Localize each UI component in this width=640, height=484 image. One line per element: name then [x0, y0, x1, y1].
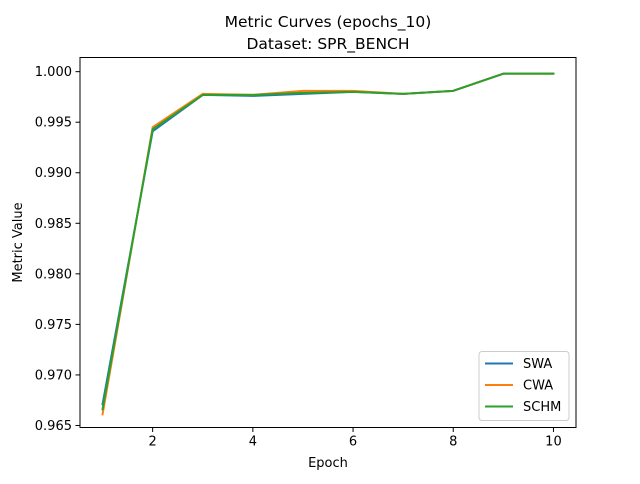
y-tick-label: 0.995 [35, 116, 72, 131]
series-line-schm [101, 72, 555, 411]
y-tick-label: 0.970 [35, 368, 72, 383]
x-tick-label: 4 [249, 435, 257, 450]
x-tick-label: 6 [349, 435, 357, 450]
x-axis-label: Epoch [308, 456, 348, 471]
y-tick-label: 0.985 [35, 217, 72, 232]
y-axis-label: Metric Value [11, 202, 26, 282]
legend-label-swa: SWA [523, 357, 552, 372]
chart-title: Metric Curves (epochs_10) [225, 13, 432, 32]
legend-box [478, 351, 570, 421]
series-lines [101, 72, 555, 416]
plot-frame [79, 57, 577, 428]
y-tick-label: 0.990 [35, 166, 72, 181]
legend: SWA CWA SCHM [478, 351, 570, 421]
legend-label-cwa: CWA [523, 379, 553, 394]
legend-label-schm: SCHM [523, 400, 561, 415]
y-tick-label: 0.975 [35, 318, 72, 333]
x-tick-label: 10 [545, 435, 562, 450]
chart-subtitle: Dataset: SPR_BENCH [246, 35, 409, 54]
y-tick-label: 0.965 [35, 419, 72, 434]
x-tick-label: 2 [149, 435, 157, 450]
axis-ticks: 2 4 6 8 10 0.965 0.970 0.975 0.980 0.985 0.990 0.99… [35, 65, 562, 449]
y-tick-label: 0.980 [35, 267, 72, 282]
y-tick-label: 1.000 [35, 65, 72, 80]
x-tick-label: 8 [449, 435, 457, 450]
